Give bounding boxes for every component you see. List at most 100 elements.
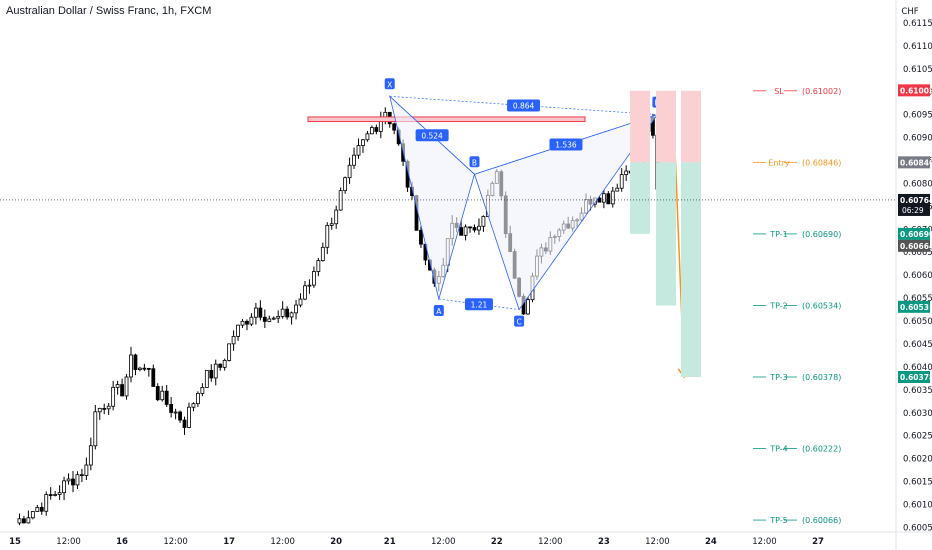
- time-tick: 15: [9, 537, 21, 547]
- candle-body: [298, 298, 303, 306]
- time-tick: 12:00: [645, 537, 670, 547]
- level-value: (0.60690): [802, 230, 841, 239]
- ratio-label: 1.21: [471, 300, 488, 309]
- candle: [44, 491, 49, 516]
- ratio-badge: [507, 99, 541, 112]
- candle: [71, 471, 75, 493]
- candle: [352, 147, 356, 169]
- candle-body: [124, 376, 129, 397]
- candle-body: [57, 492, 62, 495]
- candle: [48, 487, 53, 500]
- time-axis: 15 12:00 16 12:00 17 12:00 20 21 12:00 22 12:00 23 1…: [9, 537, 824, 547]
- candle: [280, 301, 285, 319]
- candle: [294, 299, 298, 320]
- candle: [601, 189, 606, 209]
- candle: [419, 226, 423, 248]
- candle: [227, 343, 232, 362]
- time-tick: 27: [812, 537, 824, 547]
- candle: [258, 300, 263, 321]
- stop-zone: [656, 90, 676, 163]
- candle-body: [459, 227, 464, 236]
- candle: [298, 293, 303, 308]
- candle: [619, 168, 624, 192]
- candle-body: [62, 480, 66, 494]
- candle: [151, 364, 156, 387]
- candle: [329, 217, 334, 230]
- trade-levels: SL (0.61002) Entry (0.60846) TP-1 (0.60690) TP…: [753, 87, 841, 525]
- price-badge: [898, 84, 930, 97]
- price-badge-label: 0.60690: [900, 230, 932, 239]
- candle-body: [209, 369, 214, 379]
- candle: [213, 359, 218, 386]
- candle-body: [227, 343, 232, 361]
- candle-body: [365, 133, 370, 141]
- stop-zone: [681, 90, 701, 163]
- candle: [138, 366, 142, 372]
- candle: [615, 183, 620, 192]
- candle-body: [343, 177, 348, 192]
- candle: [102, 403, 107, 415]
- candle: [271, 316, 276, 321]
- candle-body: [169, 404, 174, 413]
- price-badge: [898, 239, 930, 252]
- candle: [606, 191, 611, 205]
- candle-body: [115, 384, 120, 388]
- candle-body: [129, 354, 133, 378]
- candle: [146, 367, 151, 377]
- candle: [218, 363, 223, 371]
- candle-body: [356, 145, 361, 156]
- level-label: TP-5: [769, 516, 788, 525]
- current-price-badge: [898, 193, 930, 216]
- candle: [392, 122, 397, 135]
- candle-body: [97, 407, 102, 413]
- target-zone: [681, 162, 701, 377]
- candle: [347, 157, 352, 184]
- ratio-badge: [549, 138, 583, 151]
- time-tick: 22: [491, 537, 503, 547]
- price-badge-label: 0.60664: [900, 242, 932, 251]
- candle-body: [173, 411, 178, 414]
- candle: [97, 407, 102, 420]
- candle-body: [182, 419, 187, 428]
- pivot-label: A: [436, 307, 442, 316]
- bar-countdown: 06:29: [902, 206, 924, 215]
- candle-body: [374, 127, 379, 132]
- candle: [624, 165, 629, 181]
- time-tick: 20: [330, 537, 342, 547]
- candle-body: [262, 316, 267, 322]
- time-tick: 12:00: [56, 537, 81, 547]
- pivot-label: X: [387, 80, 392, 89]
- candle: [267, 315, 272, 323]
- candle: [133, 353, 138, 376]
- currency-label: CHF: [901, 7, 918, 17]
- candle-body: [624, 170, 629, 176]
- candle-body: [526, 299, 530, 315]
- candle-body: [80, 474, 84, 477]
- candle: [160, 385, 165, 402]
- candle: [22, 515, 26, 524]
- candle: [204, 369, 209, 388]
- candle-body: [133, 354, 138, 370]
- candle: [84, 457, 89, 480]
- candle: [463, 224, 468, 241]
- candle: [356, 138, 361, 159]
- level-value: (0.60846): [802, 158, 841, 167]
- price-badge-label: 0.60378: [900, 373, 932, 382]
- candle-body: [307, 284, 312, 287]
- candle-body: [619, 174, 624, 189]
- ratio-label: 1.536: [555, 140, 577, 149]
- ratio-line: [389, 95, 658, 116]
- candle: [262, 309, 267, 329]
- candle-body: [120, 384, 124, 397]
- time-tick: 17: [223, 537, 235, 547]
- price-badge-label: 0.61003: [900, 86, 932, 95]
- candle-body: [245, 320, 249, 325]
